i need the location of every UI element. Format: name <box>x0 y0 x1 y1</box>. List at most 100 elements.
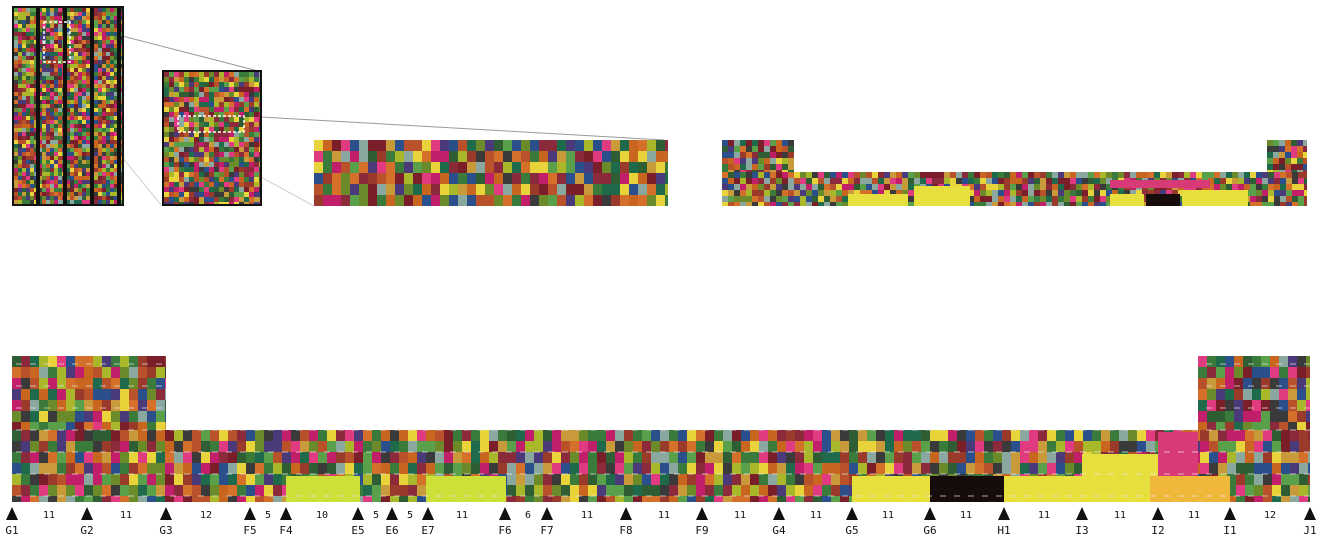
mosaic-tile <box>209 82 214 87</box>
mosaic-tile <box>633 430 642 441</box>
mosaic-tile <box>106 160 110 164</box>
mosaic-tile <box>244 87 249 92</box>
mosaic-tile <box>210 496 219 502</box>
mosaic-tile <box>770 202 776 206</box>
mosaic-tile <box>74 164 78 168</box>
mosaic-tile <box>629 195 638 206</box>
mosaic-tile <box>822 430 831 441</box>
mosaic-tile <box>255 452 264 463</box>
marker-triangle <box>6 507 18 520</box>
mosaic-tile <box>214 192 219 197</box>
mosaic-tile <box>1252 367 1261 378</box>
mosaic-tile <box>1290 485 1299 496</box>
mosaic-tile <box>1299 496 1308 502</box>
mosaic-tile <box>70 120 74 124</box>
mosaic-tile <box>1268 178 1274 184</box>
mosaic-tile <box>12 367 21 378</box>
mosaic-tile <box>165 474 174 485</box>
mosaic-tile <box>341 151 350 162</box>
mosaic-tile <box>50 60 54 64</box>
mosaic-tile <box>18 120 22 124</box>
mosaic-tile <box>22 168 26 172</box>
mosaic-tile <box>58 176 62 180</box>
mosaic-tile <box>812 184 818 190</box>
mosaic-tile <box>66 76 70 80</box>
mosaic-tile <box>189 122 194 127</box>
mosaic-tile <box>102 422 111 430</box>
mosaic-tile <box>165 411 166 422</box>
mosaic-tile <box>169 132 174 137</box>
mosaic-tile <box>74 116 78 120</box>
mosaic-tile <box>192 463 201 474</box>
mosaic-tile <box>209 182 214 187</box>
mosaic-tile <box>106 152 110 156</box>
mosaic-tile <box>1022 196 1028 202</box>
mosaic-tile <box>94 36 98 40</box>
mosaic-tile <box>462 430 471 441</box>
mosaic-tile <box>647 140 656 151</box>
mosaic-tile <box>58 160 62 164</box>
mosaic-tile <box>249 182 254 187</box>
mosaic-tile <box>1058 196 1064 202</box>
mosaic-tile <box>42 100 46 104</box>
mosaic-tile <box>812 172 818 178</box>
mosaic-tile <box>944 178 950 184</box>
mosaic-tile <box>254 127 259 132</box>
mosaic-tile <box>552 496 561 502</box>
mosaic-tile <box>234 92 239 97</box>
mosaic-tile <box>1076 190 1082 196</box>
mosaic-tile <box>244 167 249 172</box>
mosaic-tile <box>1252 378 1261 389</box>
segment-count: 12 <box>200 510 212 521</box>
mosaic-tile <box>1010 184 1016 190</box>
mosaic-tile <box>12 422 21 430</box>
mosaic-tile <box>764 196 770 202</box>
mosaic-tile <box>74 24 78 28</box>
mosaic-tile <box>86 100 90 104</box>
mosaic-tile <box>1016 190 1022 196</box>
mosaic-tile <box>615 463 624 474</box>
mosaic-tile <box>759 496 768 502</box>
mosaic-tile <box>705 474 714 485</box>
mosaic-tile <box>111 378 120 389</box>
mosaic-tile <box>78 24 82 28</box>
mosaic-tile <box>426 463 435 474</box>
mosaic-tile <box>788 170 794 172</box>
mosaic-tile <box>1076 196 1082 202</box>
mosaic-tile <box>782 202 788 206</box>
mosaic-tile <box>30 28 34 32</box>
mosaic-tile <box>776 158 782 164</box>
mosaic-tile <box>110 28 114 32</box>
mosaic-tile <box>86 156 90 160</box>
mosaic-tile <box>1137 430 1146 441</box>
mosaic-tile <box>606 474 615 485</box>
mosaic-tile <box>848 184 854 190</box>
mosaic-tile <box>714 485 723 496</box>
mosaic-tile <box>1270 378 1279 389</box>
mosaic-tile <box>110 48 114 52</box>
mosaic-tile <box>94 32 98 36</box>
mosaic-tile <box>114 24 118 28</box>
mosaic-tile <box>758 178 764 184</box>
mosaic-tile <box>381 430 390 441</box>
mosaic-tile <box>58 184 62 188</box>
mosaic-tile <box>229 192 234 197</box>
mosaic-tile <box>244 142 249 147</box>
mosaic-tile <box>26 192 30 196</box>
mosaic-tile <box>413 162 422 173</box>
mosaic-tile <box>259 157 260 162</box>
mosaic-tile <box>102 164 106 168</box>
mosaic-tile <box>164 97 169 102</box>
mosaic-tile <box>759 452 768 463</box>
mosaic-tile <box>1236 452 1245 463</box>
mosaic-tile <box>138 485 147 496</box>
mosaic-tile <box>209 172 214 177</box>
mosaic-tile <box>18 188 22 192</box>
mosaic-tile <box>914 178 920 184</box>
mosaic-tile <box>164 117 169 122</box>
mosaic-tile <box>54 124 58 128</box>
mosaic-tile <box>78 16 82 20</box>
mosaic-tile <box>75 441 84 452</box>
mosaic-tile <box>219 197 224 202</box>
